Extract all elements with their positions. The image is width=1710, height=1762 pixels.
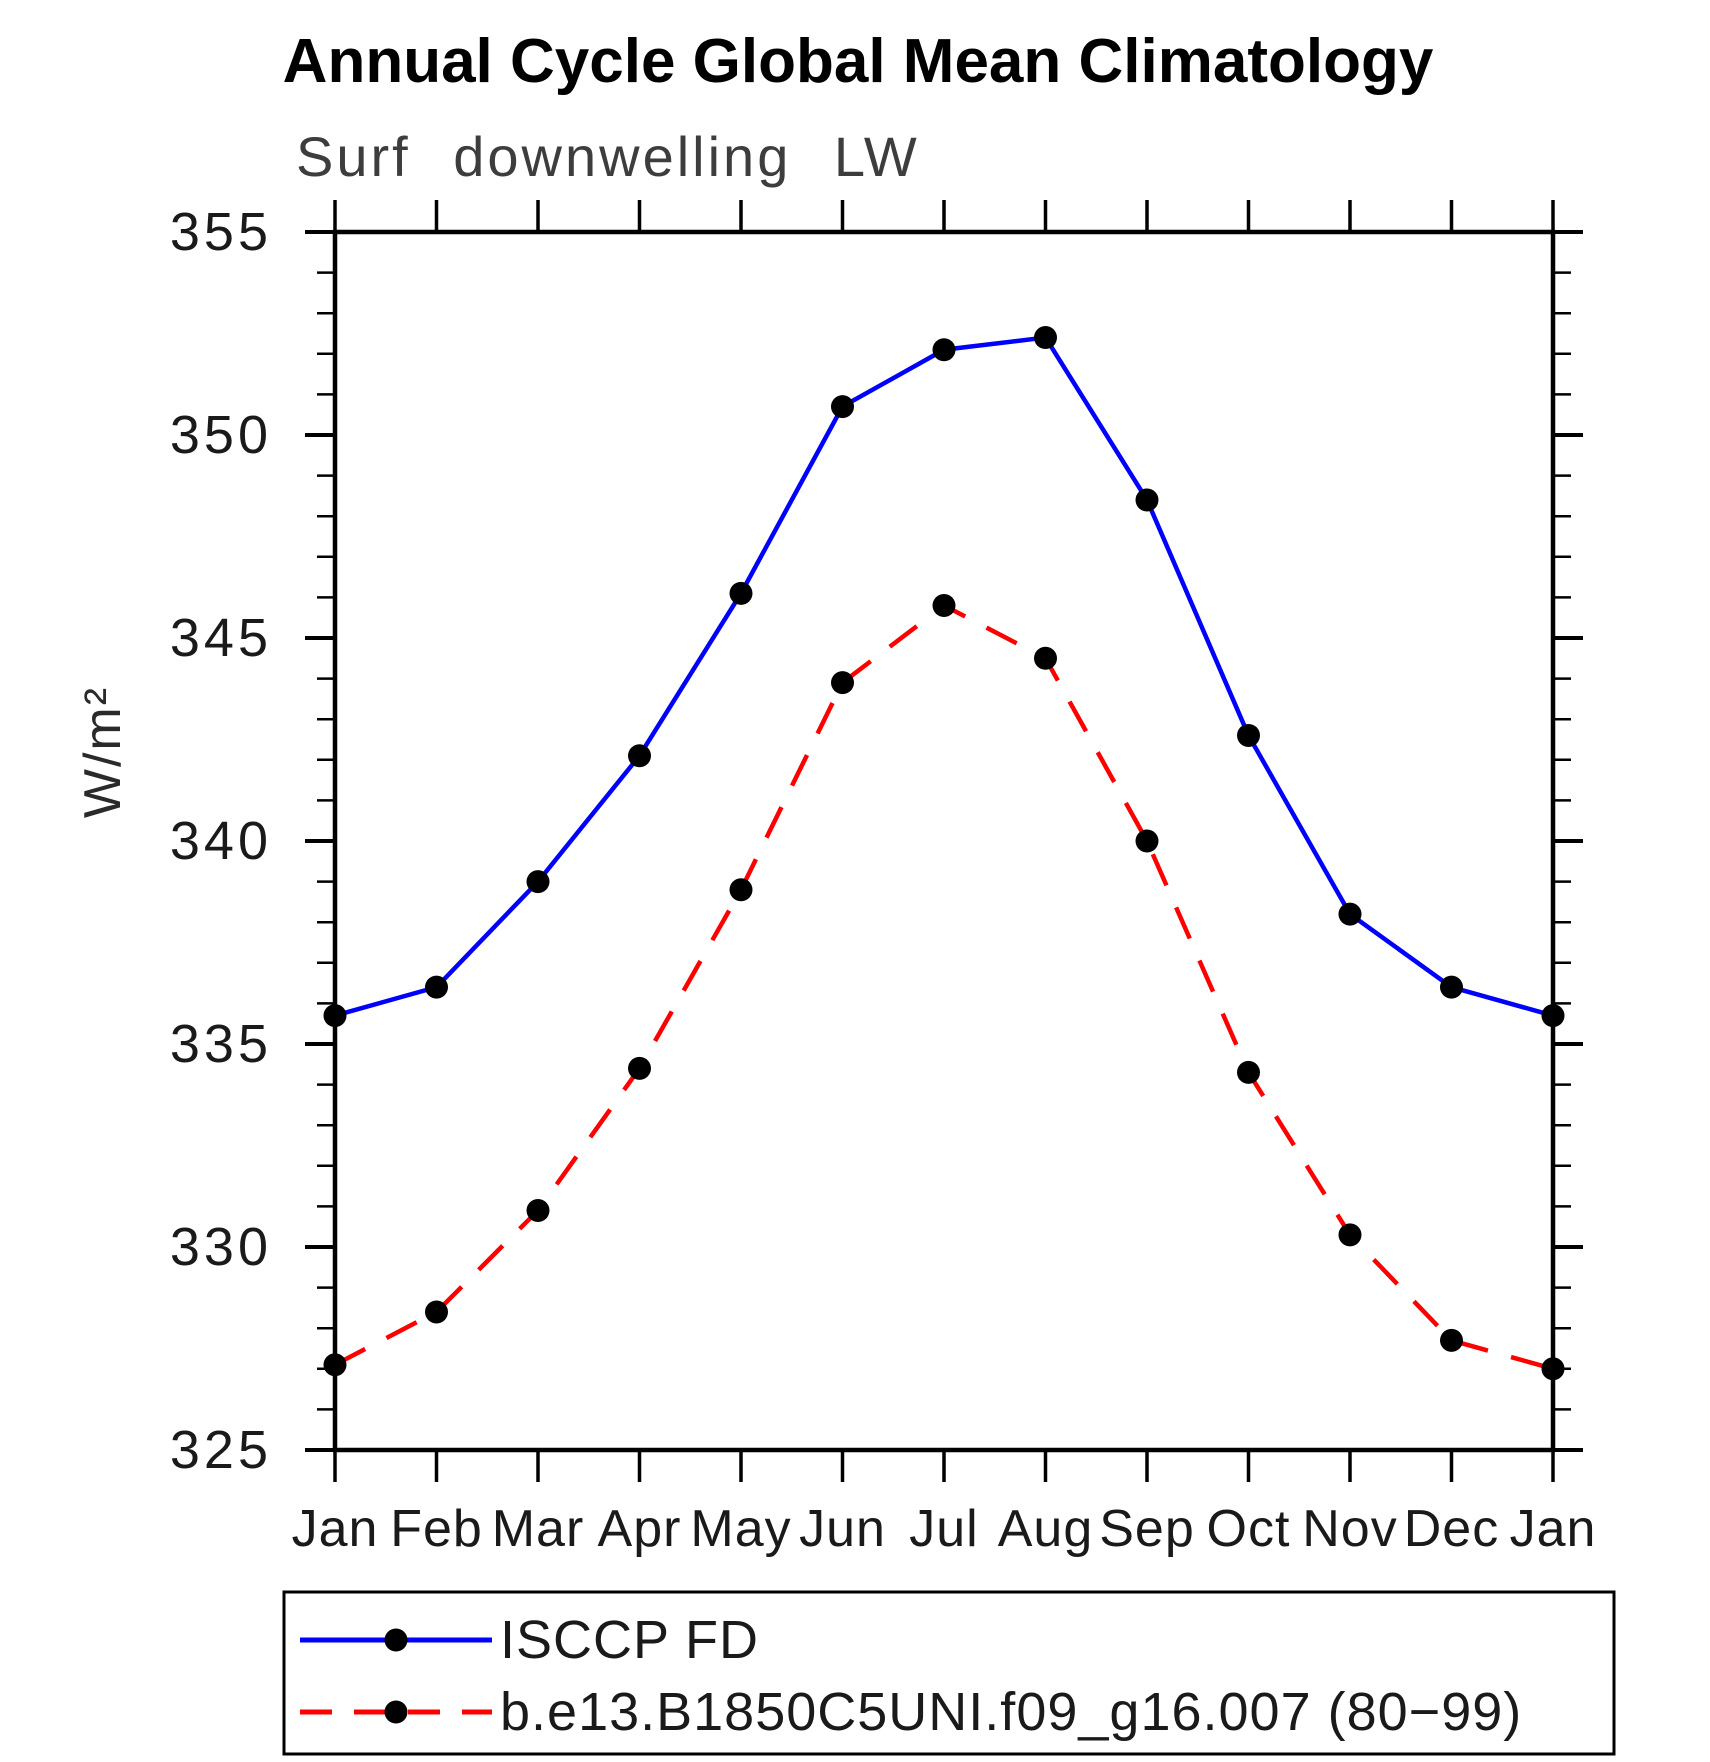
y-tick-label: 340 xyxy=(170,811,272,871)
x-tick-label: Sep xyxy=(1099,1500,1195,1558)
chart-subtitle: Surf downwelling LW xyxy=(296,125,920,188)
y-tick-label: 345 xyxy=(170,608,272,668)
data-point xyxy=(526,870,550,894)
x-tick-label: Apr xyxy=(598,1500,682,1558)
legend: ISCCP FD b.e13.B1850C5UNI.f09_g16.007 (8… xyxy=(282,1590,1616,1756)
data-point xyxy=(1237,723,1260,747)
x-tick-label: Jul xyxy=(909,1500,978,1558)
y-tick-label: 335 xyxy=(170,1014,272,1074)
x-tick-label: Feb xyxy=(390,1500,483,1558)
legend-marker-1 xyxy=(384,1628,408,1652)
data-point xyxy=(425,975,448,999)
y-axis-label: W/m² xyxy=(74,686,132,818)
x-tick-label: May xyxy=(690,1500,791,1558)
chart-title: Annual Cycle Global Mean Climatology xyxy=(283,27,1434,96)
data-point xyxy=(729,878,753,902)
data-point xyxy=(628,1056,651,1080)
data-point xyxy=(932,338,956,362)
legend-entry-1: ISCCP FD xyxy=(500,1610,759,1670)
x-tick-label: Aug xyxy=(998,1500,1094,1558)
data-point xyxy=(526,1198,550,1222)
x-tick-label: Jan xyxy=(292,1500,379,1558)
data-point xyxy=(425,1300,448,1324)
data-point xyxy=(831,395,854,419)
data-point xyxy=(831,671,854,695)
x-tick-label: Mar xyxy=(492,1500,585,1558)
x-tick-label: Jan xyxy=(1510,1500,1597,1558)
series-line-1 xyxy=(334,335,1554,1018)
axis-box xyxy=(332,229,1556,1453)
data-point xyxy=(1237,1060,1260,1084)
data-point xyxy=(1034,326,1057,350)
legend-entry-2: b.e13.B1850C5UNI.f09_g16.007 (80−99) xyxy=(500,1682,1522,1742)
data-point xyxy=(1440,975,1463,999)
x-tick-label: Nov xyxy=(1302,1500,1397,1558)
y-tick-label: 350 xyxy=(170,405,272,465)
y-tick-label: 325 xyxy=(170,1420,272,1480)
y-tick-label: 330 xyxy=(170,1217,272,1277)
data-point xyxy=(1338,902,1362,926)
data-point xyxy=(323,1004,347,1028)
data-point xyxy=(323,1353,347,1377)
data-point xyxy=(932,594,956,618)
data-point xyxy=(1541,1004,1565,1028)
legend-box xyxy=(282,1590,1616,1756)
x-tick-label: Oct xyxy=(1207,1500,1291,1558)
x-tick-label: Dec xyxy=(1404,1500,1499,1558)
data-point xyxy=(729,581,753,605)
y-tick-label: 355 xyxy=(170,202,272,262)
data-point xyxy=(1440,1328,1463,1352)
x-tick-label: Jun xyxy=(799,1500,886,1558)
data-point xyxy=(628,744,651,768)
data-point xyxy=(1135,488,1159,512)
series-line-2 xyxy=(333,602,1554,1371)
legend-marker-2 xyxy=(384,1700,408,1724)
data-point xyxy=(1541,1357,1565,1381)
data-point xyxy=(1135,829,1159,853)
data-point xyxy=(1034,646,1057,670)
data-point xyxy=(1338,1223,1362,1247)
